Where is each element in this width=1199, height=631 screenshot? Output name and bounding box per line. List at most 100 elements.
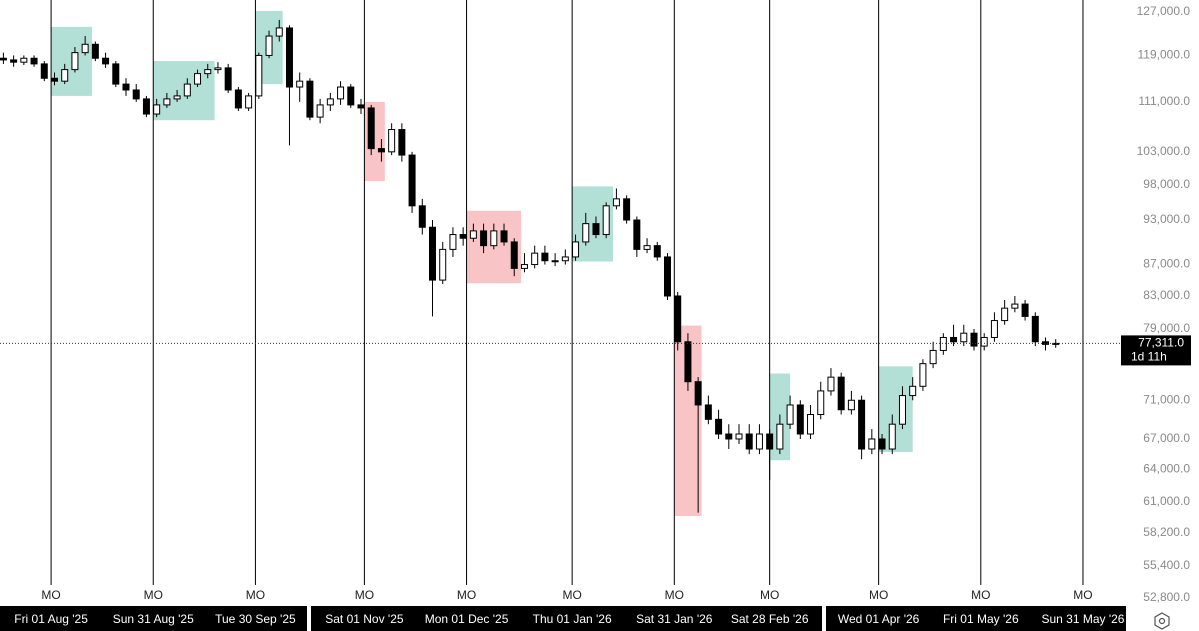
candle-body — [20, 57, 28, 63]
candle-body — [868, 438, 876, 450]
y-tick-label: 87,000.0 — [1143, 257, 1190, 271]
candle-body — [377, 148, 385, 153]
candle-body — [234, 89, 242, 109]
candle-body — [776, 423, 784, 450]
candle-body — [40, 63, 48, 79]
candle-body — [194, 73, 202, 85]
candle-body — [970, 332, 978, 347]
candle-body — [388, 129, 396, 153]
period-label: MO — [562, 588, 581, 602]
x-tick-label: Fri 01 Aug '25 — [14, 612, 88, 626]
period-label: MO — [665, 588, 684, 602]
y-tick-label: 67,000.0 — [1143, 431, 1190, 445]
y-tick-label: 52,800.0 — [1143, 590, 1190, 604]
x-tick-label: Sun 31 Aug '25 — [113, 612, 194, 626]
settings-icon-center — [1158, 617, 1166, 625]
candle-body — [858, 399, 866, 450]
period-label: MO — [869, 588, 888, 602]
candle-body — [663, 256, 671, 297]
y-tick-label: 119,000.0 — [1138, 48, 1191, 62]
x-axis: MO Fri 01 Aug '25 MO Sun 31 Aug '25 MO Tue 30… — [14, 588, 1125, 626]
candle-body — [980, 336, 988, 347]
candle-body — [888, 423, 896, 450]
candle-body — [245, 95, 253, 109]
period-label: MO — [457, 588, 476, 602]
period-label: MO — [41, 588, 60, 602]
candle-body — [990, 320, 998, 338]
candle-body — [296, 80, 304, 88]
candle-body — [643, 245, 651, 250]
y-tick-label: 71,000.0 — [1143, 392, 1190, 406]
candle-body — [418, 205, 426, 228]
candle-body — [939, 336, 947, 351]
y-tick-label: 55,400.0 — [1143, 558, 1190, 572]
candle-body — [91, 43, 99, 59]
candle-body — [653, 245, 661, 258]
candle-body — [929, 349, 937, 365]
candle-body — [531, 252, 539, 266]
candle-body — [408, 154, 416, 207]
candle-body — [357, 104, 365, 109]
period-label: MO — [355, 588, 374, 602]
candle-body — [704, 404, 712, 420]
candle-body — [837, 376, 845, 411]
candle-body — [490, 230, 498, 247]
candle-body — [112, 63, 120, 85]
candle-body — [122, 83, 130, 91]
candle-body — [347, 86, 355, 106]
y-tick-label: 103,000.0 — [1137, 144, 1191, 158]
x-tick-label: Sat 31 Jan '26 — [636, 612, 713, 626]
candle-body — [807, 414, 815, 435]
candle-body — [919, 363, 927, 387]
candle-body — [480, 230, 488, 247]
candle-body — [612, 198, 620, 207]
candle-body — [1021, 303, 1029, 317]
candle-body — [745, 433, 753, 450]
date-bar — [826, 606, 1126, 631]
candle-body — [735, 433, 743, 440]
y-tick-label: 58,200.0 — [1143, 525, 1190, 539]
period-label: MO — [971, 588, 990, 602]
candle-body — [224, 67, 232, 91]
candle-body — [449, 234, 457, 250]
candle-body — [715, 418, 723, 435]
candle-body — [500, 230, 508, 243]
period-label: MO — [246, 588, 265, 602]
candle-body — [275, 27, 283, 37]
candle-body — [674, 295, 682, 343]
x-tick-label: Wed 01 Apr '26 — [838, 612, 920, 626]
candle-body — [10, 59, 18, 63]
y-tick-label: 64,000.0 — [1143, 462, 1190, 476]
last-price-label: 77,311.0 — [1138, 336, 1184, 350]
candle-body — [469, 230, 477, 239]
candle-body — [1011, 303, 1019, 309]
candle-body — [582, 223, 590, 243]
period-lines — [50, 0, 1084, 585]
candle-body — [817, 390, 825, 416]
x-tick-label: Sun 31 May '26 — [1041, 612, 1124, 626]
candle-body — [459, 234, 467, 239]
candle-body — [285, 27, 293, 88]
candle-body — [878, 438, 886, 450]
x-tick-label: Fri 01 May '26 — [943, 612, 1019, 626]
candle-body — [827, 376, 835, 392]
candle-body — [561, 256, 569, 262]
last-price-box — [1121, 335, 1191, 366]
candle-body — [960, 332, 968, 343]
candle-body — [326, 98, 334, 106]
period-label: MO — [760, 588, 779, 602]
candle-body — [1031, 315, 1039, 343]
y-tick-label: 61,000.0 — [1143, 494, 1190, 508]
candle-body — [153, 104, 161, 115]
candle-body — [50, 77, 58, 82]
candle-body — [204, 69, 212, 75]
candle-body — [541, 252, 549, 262]
candle-body — [214, 67, 222, 71]
x-tick-label: Tue 30 Sep '25 — [215, 612, 296, 626]
x-tick-label: Sat 28 Feb '26 — [731, 612, 809, 626]
settings-icon[interactable] — [1154, 612, 1170, 630]
candle-body — [102, 57, 110, 65]
candle-body — [316, 104, 324, 118]
y-tick-label: 127,000.0 — [1137, 4, 1191, 18]
